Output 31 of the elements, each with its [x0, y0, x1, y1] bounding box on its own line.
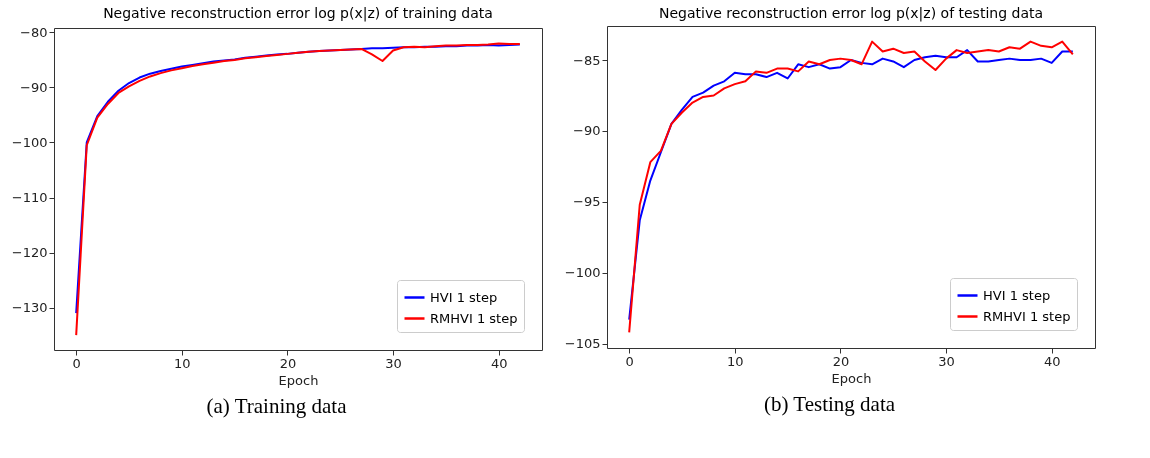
y-tick-label: −120: [11, 245, 48, 261]
legend-label: HVI 1 step: [430, 289, 498, 305]
legend-label: RMHVI 1 step: [983, 308, 1071, 324]
x-tick-label: 30: [385, 355, 402, 371]
legend-label: HVI 1 step: [983, 287, 1051, 303]
x-tick-label: 20: [279, 355, 297, 371]
x-tick-label: 10: [174, 355, 191, 371]
y-tick-label: −105: [564, 336, 601, 352]
y-tick-label: −90: [20, 79, 48, 95]
y-tick-label: −85: [573, 52, 601, 68]
y-tick-label: −80: [20, 24, 48, 40]
text: (b) Testing data: [763, 392, 896, 417]
chart-title: Negative reconstruction error log p(x|z) of testing data: [658, 5, 1044, 22]
chart-title: Negative reconstruction error log p(x|z) of training data: [103, 5, 493, 23]
x-axis-title: Epoch: [278, 372, 319, 388]
y-tick-label: −110: [11, 190, 48, 206]
y-tick-label: −130: [11, 300, 48, 316]
text: (a) Training data: [206, 394, 347, 419]
y-tick-label: −100: [11, 134, 48, 150]
x-axis-title: Epoch: [831, 370, 872, 386]
x-tick-label: 10: [727, 353, 744, 369]
x-tick-label: 0: [72, 355, 81, 371]
x-tick-label: 30: [938, 353, 955, 369]
x-tick-label: 40: [490, 355, 508, 371]
y-tick-label: −95: [573, 194, 601, 210]
x-tick-label: 0: [625, 353, 634, 369]
x-tick-label: 20: [832, 353, 850, 369]
x-tick-label: 40: [1043, 353, 1061, 369]
y-tick-label: −90: [573, 123, 601, 139]
y-tick-label: −100: [564, 265, 601, 281]
legend-label: RMHVI 1 step: [430, 310, 518, 326]
